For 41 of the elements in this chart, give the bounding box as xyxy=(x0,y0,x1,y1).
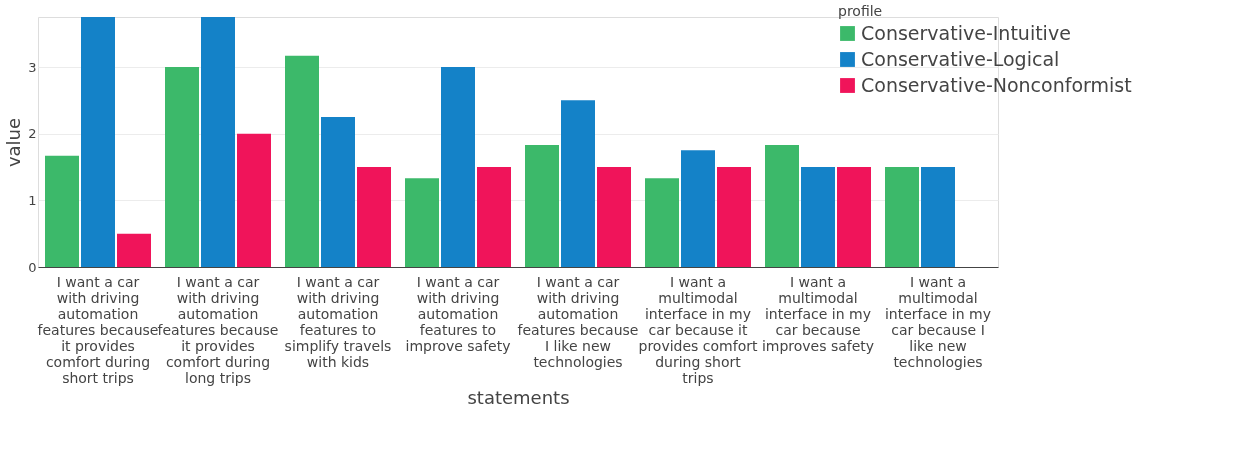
bar xyxy=(885,167,919,267)
bar xyxy=(765,145,799,267)
bar xyxy=(165,67,199,267)
y-tick-label: 0 xyxy=(28,259,37,275)
bar xyxy=(201,17,235,267)
bar xyxy=(237,133,271,267)
bar xyxy=(717,167,751,267)
bar xyxy=(441,67,475,267)
bar xyxy=(357,167,391,267)
y-tick-label: 2 xyxy=(28,126,37,142)
legend-label: Conservative-Logical xyxy=(861,47,1060,70)
bar xyxy=(285,55,319,267)
x-tick-label: I want a car with driving automation features because I like new technologies xyxy=(517,273,639,370)
bar xyxy=(681,150,715,267)
bar xyxy=(837,167,871,267)
legend-title: profile xyxy=(838,3,883,19)
bar xyxy=(405,178,439,267)
x-tick-label: I want a car with driving automation features to improve safety xyxy=(405,273,511,354)
x-tick-label: I want a multimodal interface in my car because improves safety xyxy=(761,273,875,354)
x-tick-label: I want a car with driving automation features because it provides comfort during long trips xyxy=(157,273,279,386)
bar xyxy=(81,17,115,267)
bar xyxy=(525,145,559,267)
bar xyxy=(645,178,679,267)
bar xyxy=(921,167,955,267)
y-axis-title: value xyxy=(3,117,25,168)
y-tick-label: 1 xyxy=(28,192,37,208)
bar xyxy=(801,167,835,267)
x-tick-label: I want a multimodal interface in my car because I like new technologies xyxy=(884,273,992,370)
bar xyxy=(597,167,631,267)
legend-label: Conservative-Nonconformist xyxy=(861,73,1132,96)
bar xyxy=(117,233,151,267)
x-tick-label: I want a car with driving automation features because it provides comfort during short trips xyxy=(37,273,159,386)
bar xyxy=(561,100,595,267)
legend-label: Conservative-Intuitive xyxy=(861,21,1071,44)
x-axis-title: statements xyxy=(467,386,570,408)
bar xyxy=(477,167,511,267)
bar xyxy=(45,155,79,267)
bar xyxy=(321,117,355,267)
x-tick-label: I want a car with driving automation features to simplify travels with kids xyxy=(284,273,392,370)
x-tick-label: I want a multimodal interface in my car because it provides comfort during short trips xyxy=(638,273,758,386)
y-tick-label: 3 xyxy=(28,59,37,75)
